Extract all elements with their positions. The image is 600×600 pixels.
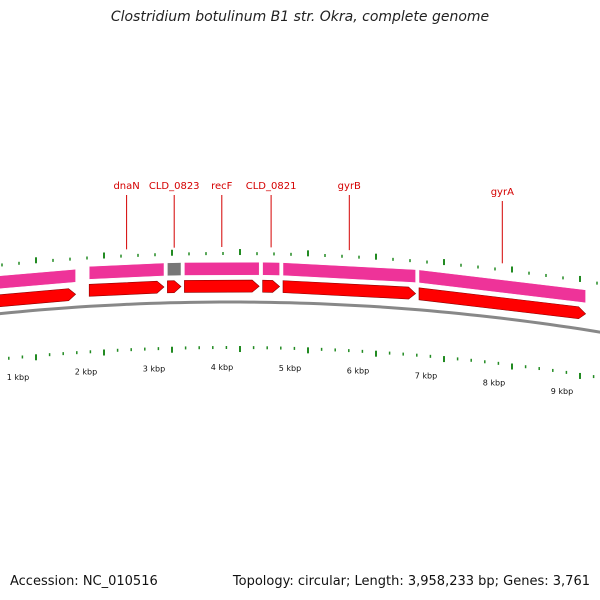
genome-backbone: [0, 300, 600, 334]
cds-arrow-CLD_0823: [167, 280, 182, 294]
cds-arrow-recF: [184, 279, 260, 293]
scale-tick-label: 7 kbp: [415, 371, 437, 380]
gene-label-gyrA: gyrA: [491, 187, 514, 198]
scale-tick-label: 6 kbp: [347, 367, 369, 376]
cds-arrow-CLD_0821: [262, 279, 281, 293]
gene-bar-partial: [0, 268, 76, 289]
gene-label-dnaN: dnaN: [113, 181, 139, 192]
map-title: Clostridium botulinum B1 str. Okra, comp…: [110, 9, 490, 25]
scale-tick-label: 4 kbp: [211, 363, 233, 372]
cds-arrow-gyrB: [282, 280, 417, 300]
cds-arrow-dnaN: [88, 280, 165, 297]
gene-bar-CLD_0821: [262, 261, 280, 276]
genome-summary-text: Topology: circular; Length: 3,958,233 bp…: [232, 574, 590, 589]
gene-bar-CLD_0823: [167, 262, 182, 277]
scale-tick-label: 2 kbp: [75, 368, 97, 377]
cds-arrow-partial: [0, 288, 77, 308]
scale-tick-track: 1 kbp 2 kbp 3 kbp 4 kbp 5 kbp 6 kbp 7 kbp 8 kbp…: [7, 346, 595, 396]
cds-track: [0, 279, 587, 320]
gene-label-layer: dnaN CLD_0823 recF CLD_0821 gyrB gyrA: [113, 181, 514, 264]
outer-tick-track: [1, 249, 598, 285]
gene-bar-gyrA: [418, 269, 586, 304]
gene-label-gyrB: gyrB: [338, 181, 361, 192]
gene-track: [0, 261, 586, 304]
scale-tick-label: 3 kbp: [143, 364, 165, 373]
gene-bar-dnaN: [88, 262, 165, 280]
gene-label-CLD_0821: CLD_0821: [246, 181, 297, 192]
gene-bar-recF: [184, 261, 260, 276]
gene-label-recF: recF: [211, 181, 233, 192]
cds-arrow-gyrA: [418, 287, 587, 320]
scale-tick-label: 9 kbp: [551, 387, 573, 396]
scale-tick-label: 8 kbp: [483, 378, 505, 387]
gene-bar-gyrB: [282, 262, 416, 283]
scale-tick-label: 5 kbp: [279, 364, 301, 373]
scale-tick-label: 1 kbp: [7, 373, 29, 382]
accession-text: Accession: NC_010516: [10, 574, 158, 589]
gene-label-CLD_0823: CLD_0823: [149, 181, 200, 192]
